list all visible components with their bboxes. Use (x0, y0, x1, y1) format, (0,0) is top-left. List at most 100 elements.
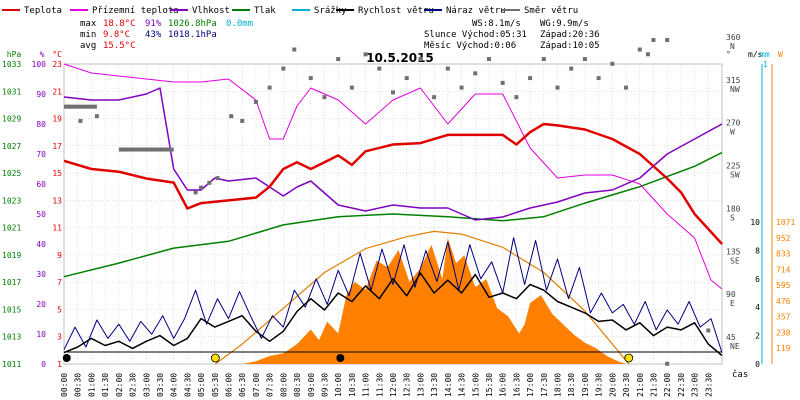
axis-tick-time: 15:00 (471, 373, 480, 397)
axis-tick-temp: 1 (57, 360, 62, 369)
sunset-marker (624, 353, 634, 363)
axis-tick-w: 476 (776, 297, 791, 306)
axis-tick-mm: 1 (763, 60, 768, 69)
axis-tick-time: 05:30 (211, 373, 220, 397)
axis-tick-hpa: 1011 (2, 360, 21, 369)
legend-label: Teplota (24, 6, 62, 16)
axis-tick-dir: 180 (726, 204, 741, 213)
axis-tick-time: 03:00 (142, 373, 151, 397)
moon-rise: Měsíc Východ:0:06 (424, 41, 516, 51)
wind-direction-point (665, 361, 670, 366)
axis-tick-time: 11:30 (375, 373, 384, 397)
axis-tick-dir: 135 (726, 247, 741, 256)
axis-tick-time: 02:00 (115, 373, 124, 397)
plot-area (62, 38, 723, 366)
legend-label: Rychlost větru (358, 6, 434, 16)
axis-tick-time: 09:00 (307, 373, 316, 397)
stat-max-temp: 18.8°C (103, 19, 136, 29)
axis-tick-hpa: 1015 (2, 305, 21, 314)
axis-tick-temp: 17 (52, 142, 62, 151)
axis-tick-time: 04:00 (170, 373, 179, 397)
axis-tick-hpa: 1017 (2, 278, 21, 287)
axis-tick-direction-letter: SW (730, 171, 740, 180)
axis-tick-time: 08:30 (293, 373, 302, 397)
wind-speed-line (63, 272, 723, 357)
axis-tick-dir: 90 (726, 290, 736, 299)
moonset-marker (62, 354, 71, 362)
axis-tick-pct: 30 (36, 270, 46, 279)
axis-tick-ms: 6 (755, 275, 760, 284)
axis-tick-time: 06:30 (238, 373, 247, 397)
axis-tick-time: 07:30 (266, 373, 275, 397)
axis-tick-time: 10:00 (334, 373, 343, 397)
axis-tick-time: 09:30 (320, 373, 329, 397)
axis-tick-pct: 90 (36, 90, 46, 99)
axis-tick-dir: 315 (726, 76, 741, 85)
axis-tick-ms: 4 (755, 303, 760, 312)
axis-tick-hpa: 1025 (2, 169, 21, 178)
axis-tick-pct: 100 (32, 60, 47, 69)
wind-direction-point (336, 57, 341, 62)
axis-unit-dir: ° (726, 50, 731, 59)
stat-avg-label: avg (80, 41, 96, 51)
wind-direction-point (78, 118, 83, 123)
axis-tick-temp: 3 (57, 333, 62, 342)
wind-direction-point (253, 99, 258, 104)
axis-tick-time: 01:30 (101, 373, 110, 397)
temperature-line (63, 122, 723, 245)
sunrise-marker (210, 353, 220, 363)
axis-tick-time: 03:30 (156, 373, 165, 397)
axis-tick-time: 21:30 (649, 373, 658, 397)
axis-unit-hpa: hPa (7, 50, 22, 59)
axis-tick-dir: 225 (726, 162, 741, 171)
moon-set: Západ:10:05 (540, 41, 600, 51)
axis-tick-time: 15:30 (485, 373, 494, 397)
axis-tick-hpa: 1027 (2, 142, 21, 151)
axis-tick-time: 04:30 (183, 373, 192, 397)
legend-label: Náraz větru (446, 6, 506, 16)
axis-tick-time: 02:30 (129, 373, 138, 397)
axis-tick-hpa: 1031 (2, 87, 21, 96)
axis-tick-time: 13:00 (416, 373, 425, 397)
stat-max-rain: 0.0mm (226, 19, 253, 29)
axis-tick-direction-letter: N (730, 42, 735, 51)
axis-tick-w: 1071 (776, 218, 795, 227)
axis-tick-ms: 0 (755, 360, 760, 369)
stat-min-press: 1018.1hPa (168, 30, 217, 40)
axis-tick-hpa: 1023 (2, 196, 21, 205)
axis-tick-time: 00:00 (60, 373, 69, 397)
axis-tick-time: 18:00 (554, 373, 563, 397)
axis-tick-w: 952 (776, 234, 791, 243)
wind-direction-point (199, 185, 204, 190)
legend-label: Srážky (314, 6, 347, 16)
stat-max-label: max (80, 19, 97, 29)
wind-direction-point (308, 76, 313, 81)
axis-tick-time: 22:00 (663, 373, 672, 397)
wind-direction-point (94, 114, 99, 119)
axis-tick-time: 22:30 (677, 373, 686, 397)
axis-tick-time: 16:30 (512, 373, 521, 397)
axis-tick-direction-letter: NE (730, 342, 740, 351)
axis-tick-time: 13:30 (430, 373, 439, 397)
wind-direction-point (706, 328, 711, 333)
axis-tick-time: 23:00 (691, 373, 700, 397)
axis-tick-temp: 21 (52, 87, 62, 96)
axis-tick-pct: 10 (36, 330, 46, 339)
wind-direction-point (267, 85, 272, 90)
wind-direction-point (281, 66, 286, 71)
axis-tick-temp: 23 (52, 60, 62, 69)
axis-tick-time: 01:00 (87, 373, 96, 397)
axis-tick-dir: 270 (726, 119, 741, 128)
axis-tick-time: 18:30 (567, 373, 576, 397)
wind-direction-point (404, 76, 409, 81)
moonrise-marker (336, 354, 345, 362)
wind-direction-point (391, 90, 395, 95)
wind-direction-point (349, 85, 354, 90)
axis-tick-w: 357 (776, 313, 791, 322)
wind-direction-point (292, 47, 297, 52)
wind-direction-point (322, 95, 327, 100)
axis-tick-temp: 15 (52, 169, 62, 178)
wind-direction-point (541, 57, 546, 62)
axis-tick-time: 21:00 (636, 373, 645, 397)
axis-tick-time: 19:30 (595, 373, 604, 397)
